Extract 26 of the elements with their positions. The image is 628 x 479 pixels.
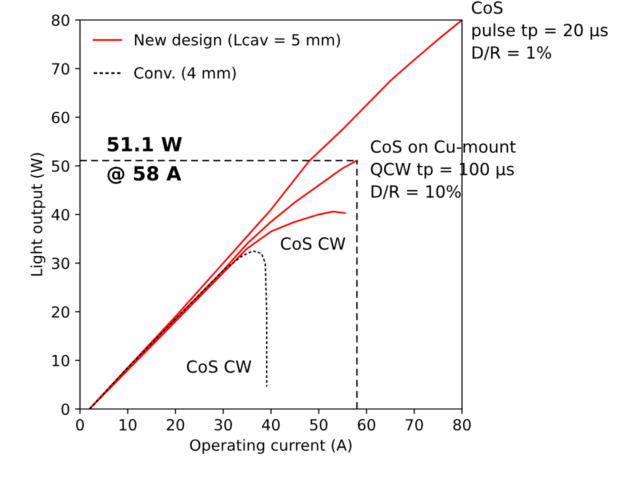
y-tick-label: 70 (52, 63, 70, 75)
x-axis-title: Operating current (A) (190, 439, 352, 454)
legend-label: Conv. (4 mm) (134, 66, 236, 80)
x-tick-label: 10 (120, 418, 136, 431)
x-tick-label: 80 (453, 418, 471, 431)
annotation: CoS CW (280, 237, 346, 250)
y-tick-label: 10 (52, 354, 70, 366)
y-tick-label: 20 (52, 306, 70, 318)
y-axis-title: Light output (W) (30, 153, 46, 276)
x-tick-label: 40 (262, 418, 280, 431)
y-tick-label: 0 (62, 403, 70, 416)
y-tick-label: 40 (52, 208, 70, 221)
annotation: CoS CW (186, 360, 252, 373)
x-tick-label: 60 (358, 418, 376, 431)
y-tick-label: 60 (52, 112, 70, 124)
x-tick-label: 20 (166, 418, 184, 431)
x-tick-label: 50 (310, 418, 328, 431)
x-tick-label: 70 (406, 418, 423, 431)
text: CoS pulse tp = 20 µs D/R = 1% (472, 1, 608, 60)
y-tick-label: 30 (52, 258, 70, 270)
x-tick-label: 30 (214, 418, 232, 431)
ref-line-label: 51.1 W @ 58 A (108, 137, 182, 184)
y-tick-label: 50 (52, 160, 70, 172)
x-tick-label: 0 (76, 418, 84, 431)
y-tick-label: 80 (52, 14, 70, 26)
legend-label: New design (Lcav = 5 mm) (134, 34, 340, 49)
